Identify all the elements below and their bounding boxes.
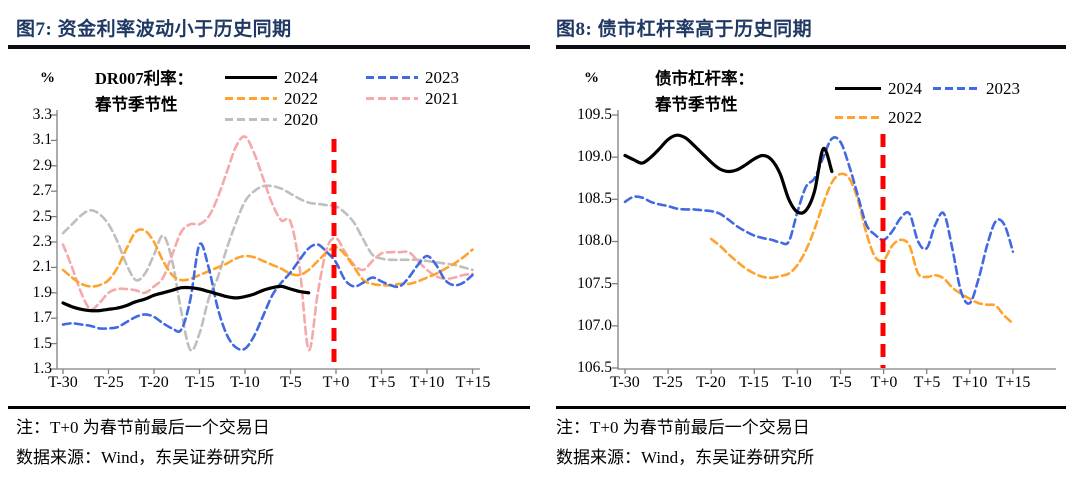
figure8-x-tick-label: T-30 [610,374,640,391]
figure7-x-tick-label: T+5 [368,374,396,391]
figure7-y-tick-label: 2.9 [32,157,52,174]
figure8-series-line-2023 [623,136,1015,305]
figure7-y-tick-label: 1.5 [32,335,52,352]
figure7-series-line-2023 [61,242,474,352]
figure7-legend-item-2020: 2020 [225,110,366,130]
figure7-title-rule [8,45,530,49]
figure7-y-tick-label: 2.3 [32,233,52,250]
figure8-y-tick-label: 109.0 [577,148,612,165]
figure8-x-tick-label: T-15 [739,374,769,391]
figure8-x-tick-label: T+5 [913,374,941,391]
figure7-x-tick-label: T-20 [139,374,169,391]
figure8-x-tick-label: T-5 [830,374,852,391]
figure7-legend-swatch-2021 [366,97,418,100]
figure7-legend-swatch-2023 [366,76,418,79]
figure7-legend-label-2021: 2021 [425,88,459,108]
figure7-x-tick-label: T-5 [280,374,302,391]
figure8-x-tick-label: T-25 [653,374,683,391]
figure8-legend-swatch-2024 [835,87,881,90]
figure8-y-axis-unit: % [584,70,599,86]
figure8-y-tick-label: 108.5 [577,190,612,207]
figure8-series-line-2024 [623,133,834,215]
figure7-y-tick-label: 2.7 [32,182,52,199]
figure7-y-tick-label: 3.1 [32,131,52,148]
figure8-legend-item-2024: 2024 [835,79,933,99]
figure7-legend-item-2021: 2021 [366,89,516,109]
figure8-x-tick-label: T-20 [696,374,726,391]
figure7-y-tick-label: 1.7 [32,309,52,326]
figure7-x-tick-label: T+0 [322,374,350,391]
figure8-series-caption-line1: 债市杠杆率： [655,69,754,88]
figure8-y-tick-label: 107.5 [577,275,612,292]
figure7-y-tick-label: 1.3 [32,360,52,377]
figure8-title-rule [556,45,1066,49]
figure7-legend-label-2020: 2020 [284,109,318,129]
figure8-title: 图8: 债市杠杆率高于历史同期 [556,19,813,40]
figure8-y-tick-label: 108.0 [577,232,612,249]
figure8-bottom-rule [556,406,1066,409]
figure8-series-line-2022 [709,172,1015,325]
figure7-series-caption-line1: DR007利率： [95,69,194,88]
figure7-x-tick-label: T-15 [185,374,215,391]
figure7-x-tick-label: T+10 [409,374,445,391]
figure8-series-caption-line2: 春节季节性 [655,95,738,114]
figure7-series-line-2024 [61,284,311,313]
figure7-series-line-2021 [61,135,474,352]
figure8-legend-label-2024: 2024 [888,78,922,98]
figure7-legend-swatch-2020 [225,118,277,121]
figure8-y-tick-label: 109.5 [577,106,612,123]
figure7-legend-label-2022: 2022 [284,88,318,108]
figure7-legend-item-2024: 2024 [225,68,366,88]
figure7-legend-item-2022: 2022 [225,89,366,109]
figure8-y-tick-label: 106.5 [577,359,612,376]
figure7-legend-label-2024: 2024 [284,67,318,87]
figure8-legend: 2024 2023 2022 [835,74,1033,132]
figure8-x-tick-label: T+10 [952,374,988,391]
figure7-legend-swatch-2024 [225,76,277,79]
figure8-legend-label-2023: 2023 [986,78,1020,98]
figure7-title: 图7: 资金利率波动小于历史同期 [16,19,292,40]
figure8-x-tick-label: T+0 [870,374,898,391]
figure7-series-line-2020 [61,184,474,352]
figure8-x-tick-label: T+15 [995,374,1031,391]
figure8-source: 数据来源：Wind，东吴证券研究所 [556,448,815,467]
figure7-y-tick-label: 3.3 [32,106,52,123]
figure8-note: 注：T+0 为春节前最后一个交易日 [556,418,810,437]
figure7-y-tick-label: 1.9 [32,284,52,301]
figure8-axes [617,110,1056,370]
figure8-x-tick-label: T-10 [782,374,812,391]
figure8-legend-label-2022: 2022 [888,107,922,127]
figure7-axes [56,110,480,370]
figure7-legend-swatch-2022 [225,97,277,100]
figure7-series-line-2022 [61,228,474,288]
figure7-legend-label-2023: 2023 [425,67,459,87]
figure7-x-tick-label: T-25 [94,374,124,391]
figure7-y-axis-unit: % [40,70,55,86]
figure8-legend-item-2022: 2022 [835,108,933,128]
figure7-source: 数据来源：Wind，东吴证券研究所 [16,448,275,467]
figure7-legend-item-2023: 2023 [366,68,516,88]
figure7-note: 注：T+0 为春节前最后一个交易日 [16,418,270,437]
figure8-series-caption: 债市杠杆率： 春节季节性 [655,66,754,118]
figure7-y-tick-label: 2.5 [32,208,52,225]
figure7-series-caption: DR007利率： 春节季节性 [95,66,193,118]
figure7-legend: 2024 2023 2022 2021 2020 [225,67,516,130]
figure8-legend-swatch-2022 [835,116,881,119]
figure8-legend-item-2023: 2023 [933,79,1033,99]
figure7-series-caption-line2: 春节季节性 [95,95,178,114]
figure8-y-tick-label: 107.0 [577,317,612,334]
figure7-x-tick-label: T-10 [230,374,260,391]
figure7-y-tick-label: 2.1 [32,258,52,275]
figure7-x-tick-label: T+15 [455,374,491,391]
figure7-x-tick-label: T-30 [48,374,78,391]
figure7-bottom-rule [8,406,530,409]
figure8-legend-swatch-2023 [933,87,979,90]
